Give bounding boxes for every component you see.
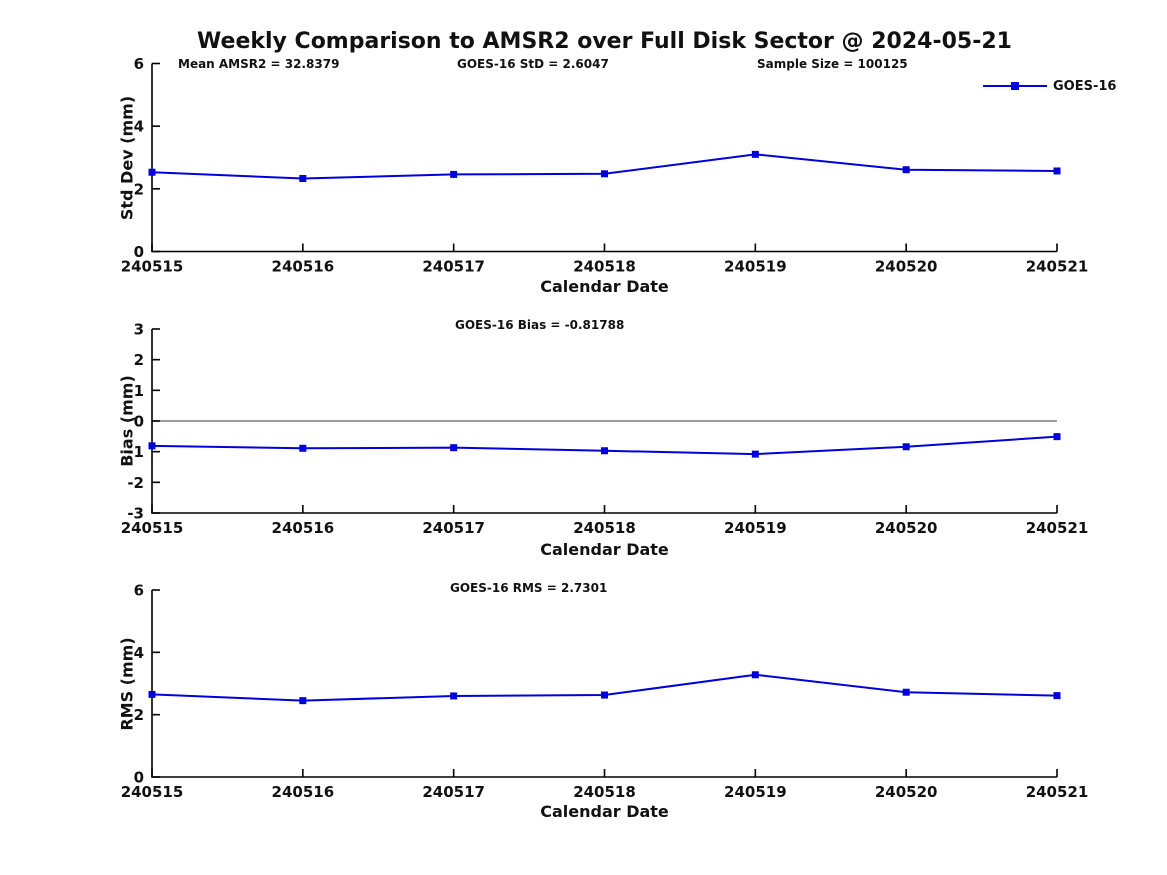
x-tick-label: 240517 xyxy=(422,783,485,801)
data-point-marker xyxy=(1053,692,1061,700)
figure-title: Weekly Comparison to AMSR2 over Full Dis… xyxy=(197,29,1012,54)
y-tick-label: -1 xyxy=(127,443,144,461)
x-tick-label: 240520 xyxy=(875,783,938,801)
subplot-std-dev: 0 2 4 6 240515 240516 240517 240518 240519 240520… xyxy=(121,55,1089,276)
x-tick-label: 240518 xyxy=(573,519,636,537)
legend-line-marker-icon xyxy=(983,82,1047,90)
data-point-marker xyxy=(450,170,458,178)
data-point-marker xyxy=(450,692,458,700)
data-point-marker xyxy=(902,166,910,174)
y-tick-label: 0 xyxy=(134,413,144,431)
subplot-bias: -3 -2 -1 0 1 2 3 240515 240516 240517 240518 240519… xyxy=(121,321,1089,538)
x-tick-label: 240517 xyxy=(422,258,485,276)
data-point-marker xyxy=(148,168,156,176)
y-tick-label: 6 xyxy=(134,582,144,600)
y-tick-label: 6 xyxy=(134,55,144,73)
x-tick-label: 240519 xyxy=(724,258,787,276)
data-point-marker xyxy=(1053,167,1061,175)
y-tick-label: 0 xyxy=(134,243,144,261)
data-point-marker xyxy=(299,174,307,182)
annotation-goes16-rms: GOES-16 RMS = 2.7301 xyxy=(450,581,608,595)
y-tick-label: 4 xyxy=(134,644,144,662)
data-point-marker xyxy=(1053,433,1061,441)
data-point-marker xyxy=(902,688,910,696)
x-axis-label-std-dev: Calendar Date xyxy=(540,277,669,296)
y-tick-label: 2 xyxy=(134,706,144,724)
axis-spines xyxy=(151,63,1057,253)
x-tick-label: 240520 xyxy=(875,519,938,537)
y-tick-label: 1 xyxy=(134,382,144,400)
annotation-goes16-bias: GOES-16 Bias = -0.81788 xyxy=(455,318,625,332)
data-point-marker xyxy=(148,690,156,698)
data-point-marker xyxy=(601,170,608,178)
y-tick-label: 2 xyxy=(134,180,144,198)
data-point-marker xyxy=(450,444,458,452)
annotation-goes16-std: GOES-16 StD = 2.6047 xyxy=(457,57,609,71)
y-tick-label: 0 xyxy=(134,769,144,787)
data-point-marker xyxy=(299,444,307,452)
x-tick-label: 240515 xyxy=(121,783,184,801)
x-axis-label-bias: Calendar Date xyxy=(540,540,669,559)
x-tick-label: 240520 xyxy=(875,258,938,276)
annotation-mean-amsr2: Mean AMSR2 = 32.8379 xyxy=(178,57,340,71)
legend-label: GOES-16 xyxy=(1053,78,1117,94)
x-tick-label: 240518 xyxy=(573,783,636,801)
x-axis-label-rms: Calendar Date xyxy=(540,802,669,821)
x-tick-label: 240521 xyxy=(1026,258,1089,276)
legend: GOES-16 xyxy=(983,78,1116,94)
data-point-marker xyxy=(299,697,307,705)
y-tick-label: -2 xyxy=(127,474,144,492)
annotation-sample-size: Sample Size = 100125 xyxy=(757,57,908,71)
y-tick-label: 3 xyxy=(134,321,144,339)
x-tick-label: 240516 xyxy=(272,258,335,276)
x-tick-label: 240516 xyxy=(272,783,335,801)
data-point-marker xyxy=(751,450,759,458)
y-tick-label: 2 xyxy=(134,351,144,369)
data-point-marker xyxy=(148,442,156,450)
x-tick-label: 240515 xyxy=(121,519,184,537)
data-point-marker xyxy=(902,443,910,451)
x-tick-label: 240518 xyxy=(573,258,636,276)
data-point-marker xyxy=(751,150,759,158)
x-tick-label: 240521 xyxy=(1026,783,1089,801)
x-tick-label: 240519 xyxy=(724,783,787,801)
x-tick-label: 240521 xyxy=(1026,519,1089,537)
x-tick-label: 240519 xyxy=(724,519,787,537)
data-point-marker xyxy=(601,691,608,699)
subplot-rms: 0 2 4 6 240515 240516 240517 240518 240519 240520… xyxy=(121,582,1089,802)
x-tick-label: 240515 xyxy=(121,258,184,276)
data-point-marker xyxy=(601,447,608,455)
y-tick-label: 4 xyxy=(134,118,144,136)
data-point-marker xyxy=(751,671,759,679)
x-tick-label: 240517 xyxy=(422,519,485,537)
y-tick-label: -3 xyxy=(127,505,144,523)
x-tick-label: 240516 xyxy=(272,519,335,537)
axis-spines xyxy=(151,590,1057,778)
